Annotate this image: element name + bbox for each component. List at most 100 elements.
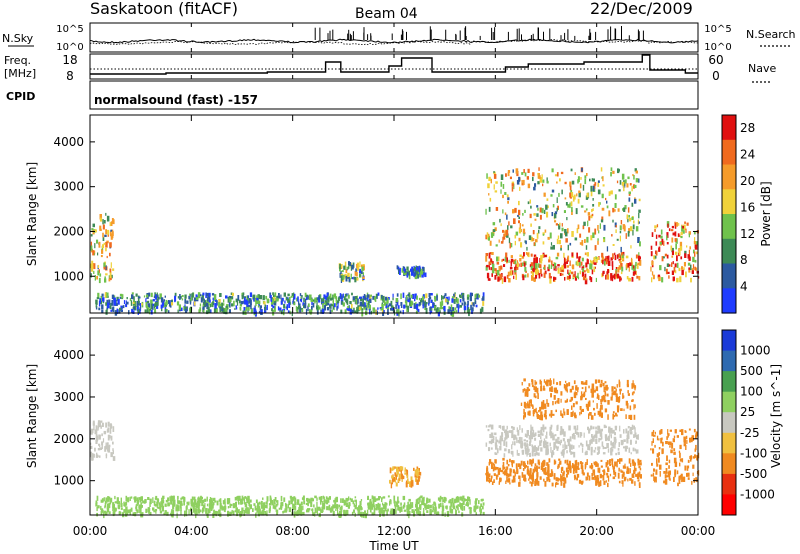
echo-cell — [527, 465, 529, 471]
echo-cell — [405, 469, 408, 472]
echo-cell — [521, 452, 524, 455]
echo-cell — [516, 449, 518, 456]
echo-cell — [372, 307, 376, 313]
echo-cell — [569, 278, 571, 282]
echo-cell — [659, 265, 662, 271]
echo-cell — [573, 466, 575, 472]
echo-cell — [167, 300, 170, 304]
echo-cell — [559, 222, 561, 226]
echo-cell — [288, 302, 291, 308]
echo-cell — [604, 425, 607, 428]
echo-cell — [501, 469, 504, 473]
echo-cell — [599, 223, 601, 229]
echo-cell — [578, 445, 580, 448]
echo-cell — [678, 480, 681, 484]
echo-cell — [416, 510, 418, 514]
echo-cell — [153, 295, 157, 299]
echo-cell — [528, 410, 531, 416]
echo-cell — [589, 465, 592, 469]
echo-cell — [193, 300, 196, 306]
echo-cell — [586, 173, 588, 177]
echo-cell — [566, 459, 569, 466]
echo-cell — [603, 239, 605, 242]
echo-cell — [406, 266, 409, 271]
echo-cell — [543, 385, 545, 389]
echo-cell — [570, 168, 573, 172]
echo-cell — [497, 468, 501, 475]
echo-cell — [447, 309, 450, 314]
echo-cell — [573, 392, 577, 399]
echo-cell — [300, 296, 303, 303]
echo-cell — [635, 440, 637, 444]
echo-cell — [592, 198, 594, 201]
echo-cell — [626, 403, 629, 409]
echo-cell — [303, 297, 305, 303]
echo-cell — [274, 292, 277, 298]
echo-cell — [354, 496, 357, 499]
echo-cell — [108, 511, 111, 514]
echo-cell — [523, 442, 525, 446]
echo-cell — [501, 432, 504, 438]
echo-cell — [110, 452, 113, 458]
echo-cell — [311, 299, 313, 306]
echo-cell — [351, 292, 353, 296]
echo-cell — [591, 395, 594, 398]
echo-cell — [512, 209, 515, 214]
echo-cell — [525, 465, 528, 468]
echo-cell — [502, 184, 505, 189]
echo-cell — [149, 502, 151, 507]
echo-cell — [664, 479, 668, 485]
echo-cell — [625, 255, 629, 259]
echo-cell — [608, 210, 611, 217]
echo-cell — [355, 299, 358, 305]
echo-cell — [238, 299, 241, 304]
echo-cell — [569, 185, 572, 191]
echo-cell — [498, 239, 500, 243]
echo-cell — [207, 306, 210, 311]
echo-cell — [688, 268, 691, 273]
echo-cell — [564, 459, 567, 463]
echo-cell — [506, 233, 509, 238]
echo-cell — [288, 297, 291, 303]
echo-cell — [422, 500, 424, 505]
echo-cell — [488, 176, 491, 181]
echo-cell — [621, 266, 624, 272]
echo-cell — [553, 262, 557, 269]
echo-cell — [527, 460, 529, 465]
echo-cell — [502, 209, 504, 214]
echo-cell — [390, 300, 393, 306]
echo-cell — [485, 265, 488, 271]
echo-cell — [553, 443, 556, 446]
echo-cell — [279, 307, 282, 311]
echo-cell — [584, 273, 587, 278]
colorbar-tick-label: -500 — [740, 467, 767, 481]
noise-left-label: N.Sky — [2, 32, 34, 45]
echo-cell — [535, 452, 538, 456]
echo-cell — [453, 299, 456, 304]
time-axis-ticks: 00:00 04:00 08:00 12:00 16:00 20:00 00:00 — [73, 23, 715, 538]
echo-cell — [416, 470, 419, 477]
echo-cell — [248, 298, 251, 304]
colorbar-segment — [722, 139, 736, 166]
echo-cell — [491, 461, 493, 467]
echo-cell — [107, 302, 110, 309]
echo-cell — [548, 272, 551, 279]
time-tick-label: 04:00 — [174, 524, 209, 538]
echo-cell — [611, 276, 614, 282]
echo-cell — [216, 511, 219, 514]
echo-cell — [581, 387, 584, 390]
echo-cell — [553, 459, 556, 465]
echo-cell — [428, 498, 431, 503]
echo-cell — [660, 229, 663, 235]
echo-cell — [695, 444, 697, 451]
echo-cell — [156, 294, 159, 298]
echo-cell — [553, 395, 556, 400]
echo-cell — [411, 270, 414, 276]
echo-cell — [351, 511, 354, 515]
echo-cell — [275, 503, 278, 507]
echo-cell — [411, 502, 414, 508]
echo-cell — [650, 474, 653, 477]
echo-cell — [573, 380, 576, 385]
echo-cell — [651, 432, 653, 437]
echo-cell — [397, 505, 400, 511]
